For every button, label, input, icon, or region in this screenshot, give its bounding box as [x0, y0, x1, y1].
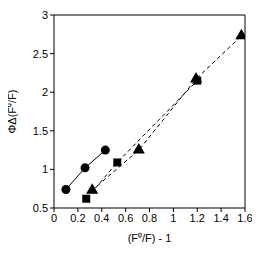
- svg-text:0.5: 0.5: [33, 202, 48, 214]
- svg-text:(F⁰/F) - 1: (F⁰/F) - 1: [128, 232, 172, 244]
- svg-text:1: 1: [170, 212, 176, 224]
- svg-text:3: 3: [42, 9, 48, 21]
- svg-text:0.6: 0.6: [118, 212, 133, 224]
- svg-text:1: 1: [42, 163, 48, 175]
- svg-text:1.6: 1.6: [237, 212, 252, 224]
- svg-text:ΦΔ(F⁰/F): ΦΔ(F⁰/F): [8, 90, 18, 134]
- svg-text:1.2: 1.2: [190, 212, 205, 224]
- svg-text:1.4: 1.4: [213, 212, 228, 224]
- svg-text:0.4: 0.4: [94, 212, 109, 224]
- svg-text:2.5: 2.5: [33, 48, 48, 60]
- svg-text:0.2: 0.2: [70, 212, 85, 224]
- svg-text:0: 0: [51, 212, 57, 224]
- svg-text:1.5: 1.5: [33, 125, 48, 137]
- svg-text:2: 2: [42, 86, 48, 98]
- svg-text:0.8: 0.8: [142, 212, 157, 224]
